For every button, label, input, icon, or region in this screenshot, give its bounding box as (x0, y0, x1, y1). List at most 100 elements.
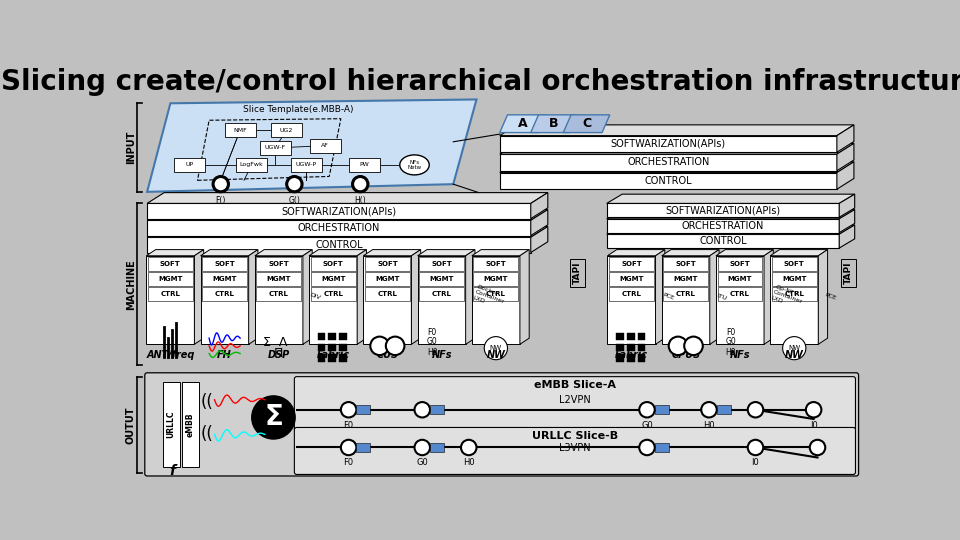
Text: UGW-P: UGW-P (296, 163, 317, 167)
Polygon shape (531, 115, 577, 132)
Text: CTRL: CTRL (730, 291, 750, 297)
Text: f: f (170, 463, 176, 477)
Polygon shape (365, 272, 410, 286)
Polygon shape (147, 226, 548, 237)
Text: Op-NFV
Container
LXD: Op-NFV Container LXD (770, 284, 804, 310)
FancyBboxPatch shape (295, 428, 855, 475)
Polygon shape (500, 125, 854, 136)
Text: F0: F0 (428, 328, 437, 338)
Text: F0: F0 (344, 458, 353, 467)
Polygon shape (203, 287, 247, 301)
Text: URLLC Slice-B: URLLC Slice-B (532, 431, 618, 441)
Polygon shape (764, 249, 774, 345)
Circle shape (415, 440, 430, 455)
Text: L2VPN: L2VPN (559, 395, 590, 405)
Polygon shape (363, 249, 420, 256)
FancyBboxPatch shape (145, 373, 858, 476)
Text: MGMT: MGMT (212, 276, 237, 282)
Polygon shape (607, 219, 839, 233)
Text: SOFT: SOFT (486, 261, 506, 267)
Polygon shape (259, 141, 291, 155)
Text: MGMT: MGMT (267, 276, 291, 282)
Polygon shape (564, 115, 610, 132)
Polygon shape (201, 249, 258, 256)
Polygon shape (717, 405, 731, 414)
Circle shape (684, 336, 703, 355)
Polygon shape (770, 249, 828, 256)
Polygon shape (627, 333, 635, 340)
Polygon shape (661, 249, 719, 256)
Circle shape (782, 336, 805, 360)
Text: CTRL: CTRL (784, 291, 804, 297)
Text: MGMT: MGMT (158, 276, 182, 282)
Polygon shape (430, 443, 444, 452)
Text: PCE: PCE (825, 293, 837, 301)
Text: eMBB: eMBB (186, 412, 195, 437)
Text: CONTROL: CONTROL (644, 176, 692, 186)
Text: MGMT: MGMT (429, 276, 454, 282)
Polygon shape (716, 256, 764, 345)
Polygon shape (466, 249, 475, 345)
Text: Σ: Σ (264, 403, 283, 431)
Polygon shape (500, 173, 837, 189)
Polygon shape (520, 249, 529, 345)
Polygon shape (339, 333, 348, 340)
Text: NW: NW (788, 345, 801, 351)
Text: MGMT: MGMT (728, 276, 753, 282)
Polygon shape (717, 272, 762, 286)
Circle shape (415, 402, 430, 417)
Polygon shape (637, 343, 645, 351)
Text: PCE: PCE (661, 293, 675, 301)
Polygon shape (271, 123, 302, 137)
Circle shape (351, 176, 369, 193)
Text: NFs: NFs (431, 350, 452, 360)
Circle shape (461, 440, 476, 455)
Text: MGMT: MGMT (484, 276, 508, 282)
Polygon shape (146, 249, 204, 256)
Text: H0: H0 (427, 348, 438, 356)
Text: CTRL: CTRL (160, 291, 180, 297)
Polygon shape (318, 343, 325, 351)
Text: AF: AF (322, 143, 329, 148)
Text: MGMT: MGMT (619, 276, 644, 282)
Polygon shape (194, 249, 204, 345)
Polygon shape (608, 249, 665, 256)
Text: ANT/freq: ANT/freq (146, 350, 195, 360)
Circle shape (252, 396, 295, 439)
Polygon shape (291, 158, 322, 172)
Text: G0: G0 (726, 338, 736, 347)
Polygon shape (616, 354, 624, 362)
Circle shape (212, 176, 229, 193)
Text: NFs
Netw: NFs Netw (407, 159, 421, 170)
Polygon shape (473, 287, 518, 301)
Text: NW: NW (490, 345, 502, 351)
Text: SOFT: SOFT (431, 261, 452, 267)
Polygon shape (357, 249, 367, 345)
Polygon shape (365, 287, 410, 301)
Polygon shape (418, 256, 466, 345)
Text: L3VPN: L3VPN (559, 443, 590, 453)
Polygon shape (531, 193, 548, 219)
Text: SOFTWARIZATION(APIs): SOFTWARIZATION(APIs) (665, 205, 780, 215)
Polygon shape (225, 123, 255, 137)
Polygon shape (147, 193, 548, 204)
Text: Docker
Container
LXD: Docker Container LXD (472, 284, 507, 310)
Text: SOFT: SOFT (621, 261, 642, 267)
Polygon shape (328, 333, 336, 340)
Circle shape (286, 176, 303, 193)
Polygon shape (254, 256, 303, 345)
Text: NW: NW (785, 350, 804, 360)
Polygon shape (146, 256, 194, 345)
Text: MGMT: MGMT (321, 276, 346, 282)
Circle shape (371, 336, 389, 355)
FancyBboxPatch shape (295, 377, 855, 431)
Polygon shape (839, 225, 854, 248)
Polygon shape (627, 354, 635, 362)
Polygon shape (203, 272, 247, 286)
Polygon shape (818, 249, 828, 345)
Text: SOFTWARIZATION(APIs): SOFTWARIZATION(APIs) (611, 139, 726, 149)
Text: H0: H0 (463, 458, 474, 467)
Text: URLLC: URLLC (167, 410, 176, 438)
Polygon shape (607, 225, 854, 234)
Polygon shape (637, 354, 645, 362)
